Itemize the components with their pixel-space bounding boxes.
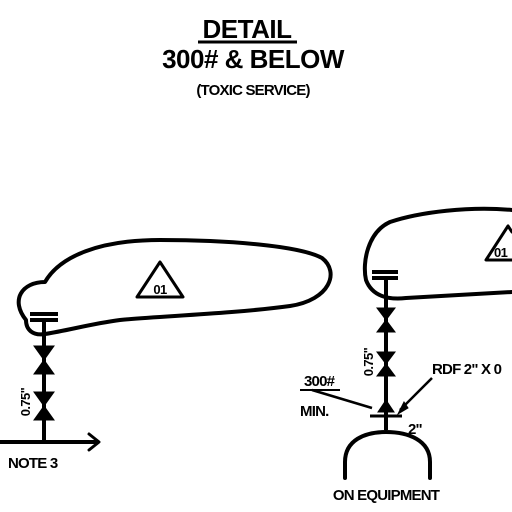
right-revision-cloud	[362, 206, 512, 301]
right-rating-leader	[311, 388, 373, 410]
left-valve-lower-bottom	[33, 405, 55, 421]
right-min-label: MIN.	[300, 403, 329, 420]
left-dimension-label: 0.75"	[18, 387, 33, 416]
right-valve-lower-top	[376, 351, 396, 365]
right-rdf-label: RDF 2" X 0	[432, 361, 502, 378]
left-cloud-tag: 01	[153, 282, 167, 297]
right-valve-lower-bottom	[376, 363, 396, 377]
right-rdf-arrowhead	[396, 401, 409, 416]
left-valve-lower-top	[33, 391, 55, 407]
right-valve-upper-top	[376, 307, 396, 321]
left-revision-cloud	[16, 238, 333, 337]
right-dimension-label: 0.75"	[361, 347, 376, 376]
left-detail: 01 0.75" NOTE 3	[0, 238, 333, 472]
left-valve-upper-bottom	[33, 359, 55, 375]
detail-title: DETAIL	[203, 14, 293, 44]
left-flow-arrow	[87, 432, 101, 452]
equipment-outline	[343, 430, 432, 480]
right-detail: 01 0.75" 300# MIN. RDF 2" X 0 2" ON EQUI…	[300, 206, 512, 504]
right-revision-triangle	[484, 224, 512, 262]
right-valve-upper-bottom	[376, 319, 396, 333]
right-rating-label: 300#	[304, 373, 336, 390]
left-valve-upper-top	[33, 345, 55, 361]
left-revision-triangle	[135, 260, 185, 299]
right-pipe-size-label: 2"	[408, 421, 423, 438]
service-note: (TOXIC SERVICE)	[196, 82, 310, 99]
left-note-label: NOTE 3	[8, 455, 58, 472]
right-cloud-tag: 01	[494, 245, 508, 260]
right-fitting	[377, 399, 395, 413]
detail-subtitle: 300# & BELOW	[162, 44, 345, 74]
equipment-label: ON EQUIPMENT	[333, 487, 440, 504]
